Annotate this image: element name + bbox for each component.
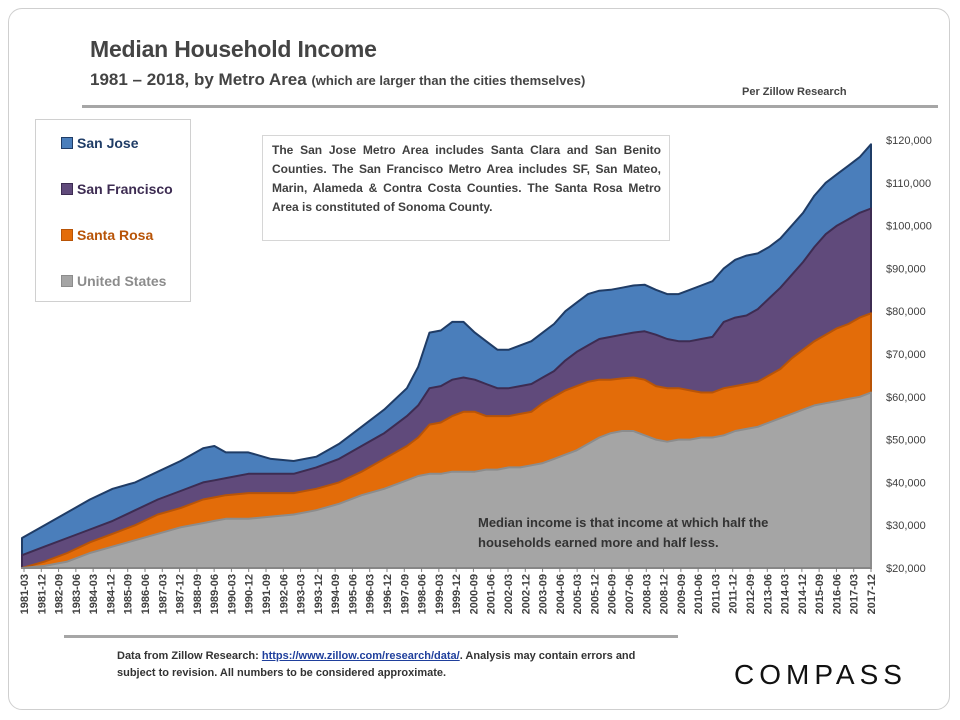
- x-tick-label: 1996-12: [382, 574, 394, 614]
- legend-item-united-states: United States: [61, 271, 166, 291]
- y-tick-label: $60,000: [886, 392, 926, 404]
- source-label: Per Zillow Research: [742, 86, 847, 98]
- x-tick-label: 2015-09: [814, 574, 826, 614]
- x-tick-label: 1987-12: [175, 574, 187, 614]
- compass-logo: COMPASS: [734, 659, 907, 690]
- subtitle-main: 1981 – 2018, by Metro Area: [90, 70, 307, 89]
- chart-subtitle: 1981 – 2018, by Metro Area (which are la…: [90, 70, 585, 90]
- legend-swatch-santa-rosa: [61, 229, 73, 241]
- zillow-research-link[interactable]: https://www.zillow.com/research/data/: [261, 650, 460, 662]
- x-tick-label: 2014-12: [797, 574, 809, 614]
- x-tick-label: 2012-09: [745, 574, 757, 614]
- x-tick-label: 1998-06: [417, 574, 429, 614]
- x-tick-label: 1997-09: [399, 574, 411, 614]
- x-tick-label: 2008-03: [641, 574, 653, 614]
- x-tick-label: 1996-03: [365, 574, 377, 614]
- x-tick-label: 2002-12: [520, 574, 532, 614]
- legend-swatch-san-jose: [61, 137, 73, 149]
- x-tick-label: 2009-09: [676, 574, 688, 614]
- x-tick-label: 2008-12: [659, 574, 671, 614]
- legend-label-san-jose: San Jose: [77, 135, 139, 151]
- x-tick-label: 1993-03: [296, 574, 308, 614]
- median-note-line-1: Median income is that income at which ha…: [478, 515, 769, 530]
- y-tick-label: $40,000: [886, 477, 926, 489]
- x-tick-label: 1995-06: [347, 574, 359, 614]
- y-tick-label: $30,000: [886, 520, 926, 532]
- footer-divider: [64, 635, 678, 638]
- x-tick-label: 1991-09: [261, 574, 273, 614]
- x-tick-label: 1985-09: [123, 574, 135, 614]
- median-note-line-2: households earned more and half less.: [478, 535, 719, 550]
- x-tick-label: 1988-09: [192, 574, 204, 614]
- legend-swatch-san-francisco: [61, 183, 73, 195]
- x-tick-label: 1982-09: [54, 574, 66, 614]
- x-tick-label: 2010-06: [693, 574, 705, 614]
- y-tick-label: $70,000: [886, 349, 926, 361]
- y-tick-label: $80,000: [886, 306, 926, 318]
- footer-prefix: Data from Zillow Research:: [117, 650, 262, 662]
- chart-legend: San Jose San Francisco Santa Rosa United…: [35, 119, 191, 302]
- legend-label-united-states: United States: [77, 273, 167, 289]
- y-tick-label: $90,000: [886, 263, 926, 275]
- slide-frame: [8, 8, 950, 710]
- legend-swatch-united-states: [61, 275, 73, 287]
- y-tick-label: $110,000: [886, 178, 931, 190]
- x-tick-label: 2016-06: [831, 574, 843, 614]
- data-source-footer: Data from Zillow Research: https://www.z…: [117, 648, 637, 682]
- x-tick-label: 2017-03: [849, 574, 861, 614]
- legend-item-san-jose: San Jose: [61, 133, 138, 153]
- y-tick-label: $100,000: [886, 221, 932, 233]
- x-tick-label: 1990-03: [226, 574, 238, 614]
- x-tick-label: 2006-09: [607, 574, 619, 614]
- x-tick-label: 2001-06: [486, 574, 498, 614]
- x-tick-label: 1986-06: [140, 574, 152, 614]
- x-tick-label: 1984-03: [88, 574, 100, 614]
- x-tick-label: 1983-06: [71, 574, 83, 614]
- y-tick-label: $50,000: [886, 435, 926, 447]
- x-tick-label: 1981-12: [36, 574, 48, 614]
- x-tick-label: 1981-03: [19, 574, 31, 614]
- x-tick-label: 2004-06: [555, 574, 567, 614]
- legend-label-santa-rosa: Santa Rosa: [77, 227, 154, 243]
- x-tick-label: 2017-12: [866, 574, 878, 614]
- chart-title: Median Household Income: [90, 36, 377, 62]
- x-tick-label: 1994-09: [330, 574, 342, 614]
- x-tick-label: 1999-12: [451, 574, 463, 614]
- x-tick-label: 1990-12: [244, 574, 256, 614]
- x-tick-label: 2003-09: [538, 574, 550, 614]
- x-tick-label: 1987-03: [157, 574, 169, 614]
- metro-definition-box: The San Jose Metro Area includes Santa C…: [262, 135, 670, 241]
- y-tick-label: $20,000: [886, 563, 926, 575]
- x-tick-label: 1992-06: [278, 574, 290, 614]
- x-tick-label: 2000-09: [468, 574, 480, 614]
- x-tick-label: 1984-12: [105, 574, 117, 614]
- x-tick-label: 2011-12: [728, 574, 740, 614]
- median-income-note: Median income is that income at which ha…: [478, 513, 808, 553]
- subtitle-note: (which are larger than the cities themse…: [311, 73, 586, 88]
- legend-item-santa-rosa: Santa Rosa: [61, 225, 153, 245]
- footer-suffix: . Analysis may contain errors and subjec…: [117, 650, 636, 679]
- y-tick-label: $120,000: [886, 135, 932, 147]
- x-tick-label: 2005-03: [572, 574, 584, 614]
- x-tick-label: 2011-03: [710, 574, 722, 614]
- legend-item-san-francisco: San Francisco: [61, 179, 173, 199]
- x-tick-label: 1989-06: [209, 574, 221, 614]
- x-tick-label: 1993-12: [313, 574, 325, 614]
- x-tick-label: 2005-12: [589, 574, 601, 614]
- legend-label-san-francisco: San Francisco: [77, 181, 173, 197]
- x-tick-label: 2014-03: [780, 574, 792, 614]
- x-tick-label: 2002-03: [503, 574, 515, 614]
- x-tick-label: 2013-06: [762, 574, 774, 614]
- x-tick-label: 2007-06: [624, 574, 636, 614]
- area-series-united-states: [21, 391, 872, 569]
- header-divider: [82, 105, 938, 108]
- x-tick-label: 1999-03: [434, 574, 446, 614]
